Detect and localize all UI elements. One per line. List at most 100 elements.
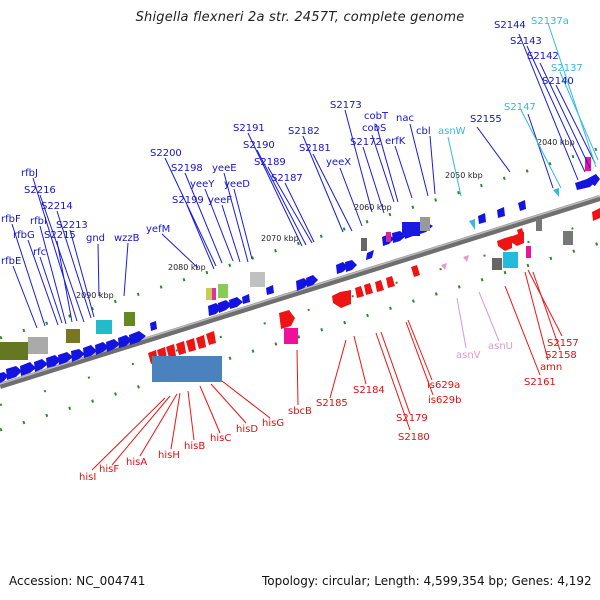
gene-label: hisH: [158, 450, 180, 461]
gene-label: S2181: [299, 143, 331, 154]
gene-label: S2185: [316, 398, 348, 409]
gene-block: [152, 356, 222, 382]
gene-arrow: [279, 310, 295, 329]
gene-arrow: [218, 300, 232, 313]
tick-label: 2070 kbp: [261, 234, 299, 243]
gene-arrow: [411, 265, 420, 277]
gene-label: S2213: [56, 220, 88, 231]
gene-arrow: [106, 339, 120, 352]
gene-label: rfbF: [1, 214, 21, 225]
gene-label: S2215: [44, 230, 76, 241]
gene-label: S2184: [353, 385, 385, 396]
bottom-labels: asnV asnU S2157 S2158 amn S2161 is629a i…: [79, 338, 579, 483]
gene-label: S2182: [288, 126, 320, 137]
gene-label: hisA: [126, 457, 147, 468]
gene-arrow: [6, 366, 22, 380]
gene-label: S2142: [527, 51, 559, 62]
scale-line-outer-bottom: [0, 241, 600, 432]
gene-label: rfbE: [1, 256, 21, 267]
gene-arrow: [242, 294, 250, 304]
gene-block: [218, 284, 228, 298]
tick-label: 2080 kbp: [168, 263, 206, 272]
gene-arrow: [497, 236, 512, 251]
gene-label: S2214: [41, 201, 73, 212]
gene-block: [28, 337, 48, 354]
gene-arrow: [355, 286, 364, 298]
gene-arrow: [186, 338, 196, 352]
gene-label: asnU: [488, 341, 513, 352]
gene-block: [124, 312, 135, 326]
gene-label: hisF: [99, 464, 119, 475]
gene-label: yeeF: [208, 195, 232, 206]
gene-block: [402, 222, 420, 236]
gene-arrow: [478, 213, 486, 224]
gene-label: S2198: [171, 163, 203, 174]
gene-arrow: [150, 321, 157, 331]
gene-label: cobS: [362, 123, 386, 134]
bottom-connectors-trna: [456, 291, 500, 349]
gene-block: [361, 238, 367, 251]
tick-label: 2060 kbp: [354, 203, 392, 212]
top-connectors-trna: [447, 22, 599, 197]
gene-label: hisI: [79, 472, 96, 483]
gene-label: S2180: [398, 432, 430, 443]
gene-arrow: [34, 359, 48, 372]
scale-ticks: 2040 kbp 2050 kbp 2060 kbp 2070 kbp 2080…: [76, 138, 575, 300]
gene-label: is629b: [428, 395, 461, 406]
gene-arrow: [497, 207, 505, 218]
gene-label: yeeY: [190, 179, 215, 190]
gene-label: S2137: [551, 63, 583, 74]
gene-block: [492, 258, 502, 270]
gene-block: [206, 288, 212, 300]
gene-block: [0, 342, 28, 360]
gene-label: cobT: [364, 111, 389, 122]
gene-arrow: [517, 228, 524, 237]
top-connectors: [11, 33, 596, 329]
tick-label: 2090 kbp: [76, 291, 114, 300]
gene-arrow: [296, 278, 309, 291]
gene-arrow: [336, 262, 348, 274]
gene-label: gnd: [86, 233, 105, 244]
gene-arrow: [196, 335, 206, 349]
gene-label: sbcB: [288, 406, 312, 417]
trna-arrow: [553, 188, 559, 197]
gene-label: S2143: [510, 36, 542, 47]
gene-label: yeeX: [326, 157, 351, 168]
gene-block: [536, 219, 542, 231]
gene-arrow: [592, 208, 600, 221]
trna-arrow: [463, 255, 469, 262]
genome-backbone: [0, 195, 600, 389]
map-title: Shigella flexneri 2a str. 2457T, complet…: [135, 10, 465, 25]
bottom-connectors: [91, 269, 563, 471]
gene-arrow: [266, 285, 274, 295]
gene-block: [66, 329, 80, 343]
gene-label: S2189: [254, 157, 286, 168]
gene-label: S2155: [470, 114, 502, 125]
gene-arrow: [518, 200, 526, 211]
forward-blocks: [0, 157, 591, 360]
gene-label: S2144: [494, 20, 526, 31]
gene-arrow: [129, 331, 146, 345]
gene-label: nac: [396, 113, 414, 124]
gene-label: S2157: [547, 338, 579, 349]
gene-label: S2161: [524, 377, 556, 388]
gene-block: [503, 252, 518, 268]
gene-block: [212, 288, 216, 300]
gene-arrow: [71, 349, 85, 362]
gene-arrow: [58, 352, 73, 365]
gene-label: S2216: [24, 185, 56, 196]
gene-label: S2190: [243, 140, 275, 151]
gene-arrow: [83, 345, 97, 358]
gene-label: S2200: [150, 148, 182, 159]
gene-label: S2187: [271, 173, 303, 184]
gene-label: erfK: [385, 136, 406, 147]
gene-arrow: [375, 280, 384, 292]
gene-arrow: [332, 290, 351, 308]
gene-label: amn: [540, 362, 562, 373]
gene-arrow: [585, 174, 600, 186]
gene-arrow: [206, 331, 216, 345]
gene-label: S2137a: [531, 16, 569, 27]
topology-summary: Topology: circular; Length: 4,599,354 bp…: [262, 574, 592, 588]
gene-label: cbl: [416, 126, 431, 137]
gene-label: S2191: [233, 123, 265, 134]
